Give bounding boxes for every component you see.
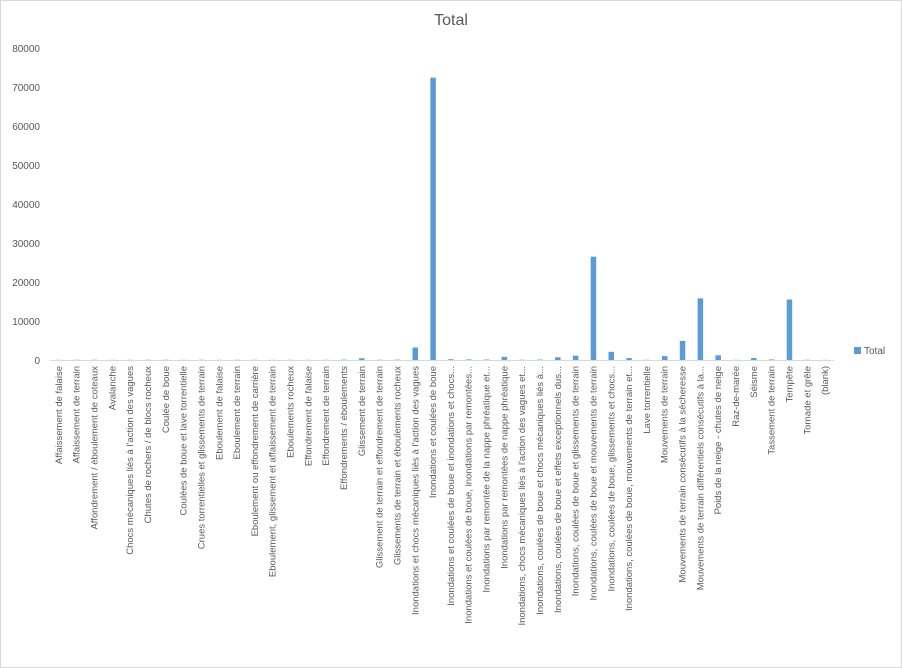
x-tick-label: Inondations, coulées de boue et effets e… bbox=[553, 366, 564, 613]
legend-swatch bbox=[854, 347, 861, 354]
x-tick-label: Tassement de terrain bbox=[767, 366, 778, 455]
x-tick-label: Mouvements de terrain bbox=[660, 366, 671, 463]
x-tick-label: Effondrement de terrain bbox=[321, 366, 332, 466]
x-tick-label: Raz-de-marée bbox=[731, 366, 742, 427]
x-tick-label: Eboulement ou effondrement de carrière bbox=[250, 366, 261, 536]
x-tick-label: (blank) bbox=[820, 366, 831, 395]
bar bbox=[501, 356, 508, 360]
x-tick-label: Effondrements / éboulements bbox=[339, 366, 350, 490]
bar bbox=[715, 355, 721, 360]
x-tick-label: Inondations et chocs mécaniques liés à l… bbox=[410, 366, 421, 615]
bar bbox=[661, 356, 668, 360]
bar bbox=[555, 357, 561, 360]
bar bbox=[412, 347, 419, 360]
x-tick-label: Inondations, chocs mécaniques liés à l'a… bbox=[517, 366, 528, 626]
x-tick-label: Inondations, coulées de boue et chocs mé… bbox=[535, 366, 546, 615]
bar bbox=[786, 299, 793, 360]
x-tick-label: Inondations, coulées de boue et glisseme… bbox=[571, 366, 582, 596]
y-axis: 0 10000 20000 30000 40000 50000 60000 70000 8000… bbox=[12, 44, 40, 367]
x-tick-label: Inondations et coulées de boue bbox=[428, 366, 439, 498]
x-tick-label: Affondrement / éboulement de coteaux bbox=[90, 366, 101, 530]
y-tick-label: 20000 bbox=[12, 278, 40, 289]
x-tick-label: Eboulement de falaise bbox=[214, 366, 225, 460]
x-tick-label: Inondations par remontées de nappe phréa… bbox=[499, 366, 510, 569]
bar bbox=[430, 77, 436, 360]
x-tick-label: Avalanche bbox=[107, 366, 118, 410]
x-tick-label: Mouvements de terrain consécutifs à la s… bbox=[678, 366, 689, 583]
bar bbox=[572, 355, 579, 360]
x-axis-labels: Affaissement de falaise Affaissement de t… bbox=[54, 366, 831, 626]
x-tick-label: Inondations, coulées de boue et mouvemen… bbox=[588, 366, 599, 601]
x-tick-label: Chocs mécaniques liés à l'action des vag… bbox=[125, 366, 136, 555]
x-tick-label: Affaissement de falaise bbox=[54, 366, 65, 464]
x-tick-label: Effondrement de falaise bbox=[303, 366, 314, 466]
y-tick-label: 60000 bbox=[12, 122, 40, 133]
y-tick-label: 50000 bbox=[12, 161, 40, 172]
x-tick-label: Inondations, coulées de boue, glissement… bbox=[606, 366, 617, 592]
x-tick-label: Affaissement de terrain bbox=[72, 366, 83, 464]
x-tick-label: Inondations et coulées de boue et inonda… bbox=[446, 366, 457, 606]
x-tick-label: Glissements de terrain et éboulements ro… bbox=[392, 366, 403, 565]
bar bbox=[465, 359, 472, 361]
legend-label: Total bbox=[864, 346, 885, 357]
legend: Total bbox=[854, 346, 885, 357]
x-tick-label: Inondations, coulées de boue, mouvements… bbox=[624, 366, 635, 611]
x-tick-label: Eboulement, glissement et affaissement d… bbox=[268, 366, 279, 577]
x-tick-label: Glissement de terrain bbox=[357, 366, 368, 456]
x-tick-label: Mouvements de terrain différentiels cons… bbox=[695, 366, 706, 590]
y-tick-label: 70000 bbox=[12, 83, 40, 94]
x-tick-label: Coulée de boue bbox=[161, 366, 172, 433]
x-tick-label: Séisme bbox=[749, 366, 760, 398]
x-tick-label: Eboulement de terrain bbox=[232, 366, 243, 459]
bar bbox=[590, 256, 597, 360]
y-tick-label: 80000 bbox=[12, 44, 40, 55]
x-tick-label: Poids de la neige - chutes de neige bbox=[713, 366, 724, 514]
x-tick-label: Crues torrentielles et glissements de te… bbox=[196, 366, 207, 549]
x-tick-label: Inondations et coulées de boue, inondati… bbox=[464, 366, 475, 624]
bar bbox=[626, 358, 632, 360]
y-tick-label: 40000 bbox=[12, 200, 40, 211]
x-tick-label: Lave torrentielle bbox=[642, 366, 653, 434]
x-tick-label: Coulées de boue et lave torrentielle bbox=[179, 366, 190, 515]
chart-title: Total bbox=[434, 12, 468, 29]
x-tick-label: Chutes de rochers / de blocs rocheux bbox=[143, 366, 154, 524]
bar bbox=[448, 359, 454, 361]
bar bbox=[679, 340, 686, 360]
bar bbox=[751, 358, 757, 360]
y-tick-label: 10000 bbox=[12, 317, 40, 328]
y-tick-label: 0 bbox=[34, 356, 40, 367]
x-tick-label: Glissement de terrain et effondrement de… bbox=[375, 366, 386, 568]
x-tick-label: Inondations par remontée de la nappe phr… bbox=[482, 366, 493, 593]
bar bbox=[768, 359, 775, 361]
y-tick-label: 30000 bbox=[12, 239, 40, 250]
x-tick-label: Eboulements rocheux bbox=[286, 366, 297, 458]
x-tick-label: Tempête bbox=[784, 366, 795, 402]
bar bbox=[697, 298, 704, 360]
bar bbox=[359, 358, 365, 360]
bar bbox=[608, 351, 615, 360]
bars bbox=[56, 77, 828, 361]
x-tick-label: Tornade et grêle bbox=[802, 366, 813, 435]
